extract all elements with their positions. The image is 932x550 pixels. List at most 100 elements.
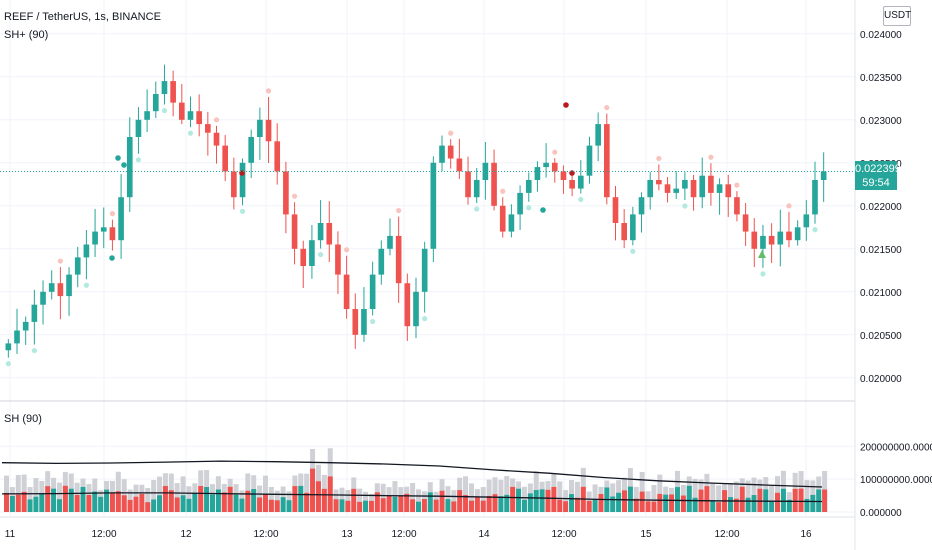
- candle-body: [161, 81, 168, 94]
- signal-dot: [396, 207, 402, 214]
- currency-button[interactable]: USDT: [883, 6, 911, 26]
- volume-bar: [333, 499, 339, 512]
- volume-bar: [404, 493, 410, 512]
- volume-bar: [380, 498, 386, 512]
- volume-bar: [598, 493, 604, 512]
- candle-body: [361, 309, 367, 335]
- volume-bar: [539, 489, 545, 512]
- volume-bar: [680, 495, 686, 512]
- candle-body: [283, 171, 289, 215]
- candle-body: [760, 235, 766, 249]
- symbol-title[interactable]: REEF / TetherUS, 1s, BINANCE: [4, 11, 161, 23]
- volume-bar: [639, 491, 645, 512]
- volume-bar: [215, 489, 221, 512]
- price-tick-label: 0.021000: [860, 288, 902, 299]
- volume-bar: [180, 495, 186, 512]
- volume-bar: [610, 496, 616, 512]
- volume-bar: [504, 494, 510, 512]
- volume-bar: [751, 495, 757, 512]
- indicator-legend-bottom[interactable]: SH (90): [4, 413, 42, 425]
- candle-body: [673, 188, 680, 193]
- volume-bar: [527, 493, 533, 512]
- volume-bar-bg: [33, 477, 39, 512]
- candle-body: [118, 197, 124, 241]
- candle-body: [656, 180, 662, 185]
- volume-bar: [574, 497, 580, 512]
- volume-bar: [569, 494, 575, 512]
- volume-bar: [363, 500, 369, 512]
- volume-bar: [33, 496, 39, 512]
- volume-bar-bg: [769, 485, 775, 512]
- volume-bar: [616, 492, 622, 512]
- volume-bar-bg: [804, 480, 810, 512]
- candle-body: [213, 132, 220, 146]
- candle-body: [786, 231, 792, 241]
- candle-body: [413, 291, 419, 327]
- volume-bar-bg: [733, 481, 739, 512]
- volume-bar: [674, 487, 680, 512]
- candle-body: [465, 171, 471, 198]
- candle-body: [317, 223, 324, 241]
- signal-dot: [291, 193, 298, 199]
- candle-body: [447, 145, 454, 159]
- signal-dot: [265, 88, 272, 94]
- candle-body: [699, 175, 706, 198]
- candle-body: [135, 119, 142, 137]
- candle-body: [178, 102, 185, 120]
- signal-dot: [500, 188, 506, 194]
- signal-dot: [422, 316, 428, 322]
- candle-body: [439, 145, 445, 163]
- candle-body: [777, 231, 784, 245]
- volume-bar: [121, 495, 127, 512]
- candle-body: [569, 180, 575, 189]
- candle-body: [109, 227, 116, 241]
- signal-dot: [161, 107, 168, 114]
- volume-bar-bg: [563, 490, 569, 512]
- volume-bar: [451, 501, 457, 512]
- candle-body: [751, 231, 758, 249]
- candle-body: [309, 240, 315, 266]
- candle-body: [482, 162, 489, 180]
- volume-bar: [669, 494, 675, 512]
- volume-bar: [798, 488, 804, 512]
- chart-grid: [0, 0, 855, 517]
- candle-body: [291, 214, 298, 249]
- candle-body: [508, 214, 515, 232]
- indicator-legend-top[interactable]: SH+ (90): [4, 29, 49, 41]
- volume-bar-bg: [157, 476, 163, 512]
- candle-body: [231, 171, 237, 198]
- signal-dot: [708, 154, 714, 160]
- candlestick-series[interactable]: [5, 64, 827, 358]
- volume-bar: [769, 501, 775, 512]
- last-price-value: 0.022399: [855, 163, 901, 175]
- candle-body: [248, 137, 255, 163]
- signal-dot-strong: [540, 207, 546, 213]
- volume-bar: [421, 499, 427, 512]
- volume-bar: [162, 485, 168, 512]
- candle-body: [725, 184, 732, 198]
- time-tick-label: 12:00: [253, 529, 278, 540]
- volume-bar: [792, 488, 798, 512]
- volume-bar: [245, 490, 251, 512]
- price-tick-label: 0.024000: [860, 30, 902, 41]
- volume-bar-bg: [380, 483, 386, 512]
- signal-dot: [474, 206, 480, 212]
- volume-ma-line: [1, 460, 823, 488]
- time-tick-label: 12: [180, 529, 192, 540]
- signal-dot: [5, 361, 11, 367]
- candle-body: [48, 283, 55, 292]
- volume-series[interactable]: [4, 448, 828, 512]
- volume-bar: [157, 495, 163, 512]
- volume-bar: [145, 502, 151, 512]
- candle-body: [708, 175, 714, 193]
- volume-bar: [239, 498, 245, 512]
- candle-body: [638, 197, 645, 215]
- volume-bar: [68, 488, 74, 512]
- signal-dot: [760, 271, 766, 277]
- volume-bar: [351, 488, 357, 512]
- candle-body: [265, 119, 272, 142]
- volume-tick-label: 200000000.000000: [860, 442, 932, 453]
- volume-bar: [410, 499, 416, 512]
- volume-bar: [39, 493, 45, 512]
